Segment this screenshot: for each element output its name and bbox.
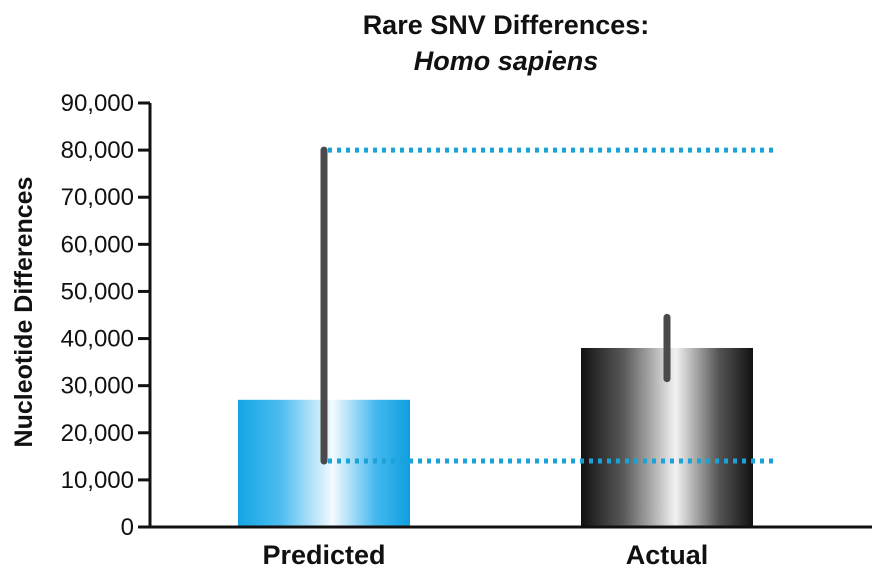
chart-subtitle: Homo sapiens xyxy=(414,46,599,76)
y-tick-label: 80,000 xyxy=(61,137,134,164)
y-tick-label: 20,000 xyxy=(61,420,134,447)
y-tick-label: 50,000 xyxy=(61,278,134,305)
y-tick-label: 40,000 xyxy=(61,326,134,353)
x-category-label-actual: Actual xyxy=(626,540,709,570)
chart-title: Rare SNV Differences: xyxy=(363,10,650,40)
y-axis-label: Nucleotide Differences xyxy=(10,177,38,448)
y-ticks-layer: 0 10,000 20,000 30,000 40,000 50,000 60,000 70,… xyxy=(61,90,150,541)
y-tick-label: 30,000 xyxy=(61,373,134,400)
x-labels-layer: Predicted Actual xyxy=(262,540,708,570)
reference-lines-layer xyxy=(328,147,778,464)
y-tick-label: 0 xyxy=(121,514,134,541)
y-tick-label: 90,000 xyxy=(61,90,134,117)
y-tick-label: 60,000 xyxy=(61,231,134,258)
x-category-label-predicted: Predicted xyxy=(262,540,385,570)
y-tick-label: 70,000 xyxy=(61,184,134,211)
y-tick-label: 10,000 xyxy=(61,467,134,494)
error-bars-layer xyxy=(320,146,671,465)
bars-layer xyxy=(238,347,753,527)
